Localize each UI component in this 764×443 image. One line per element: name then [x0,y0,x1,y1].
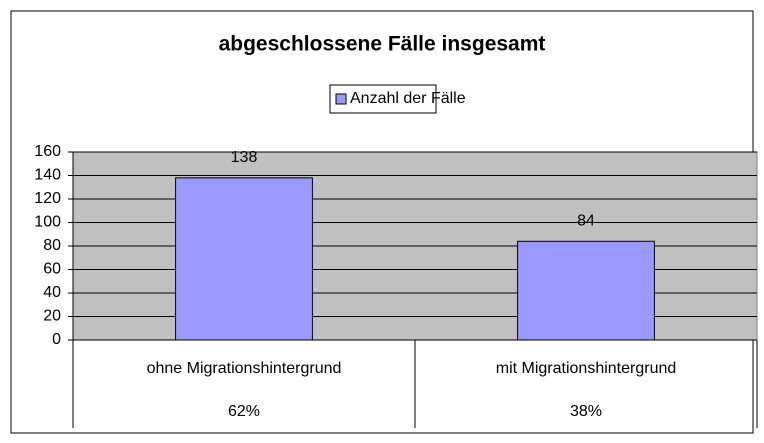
legend-swatch [335,93,347,105]
legend-label: Anzahl der Fälle [350,90,466,107]
bar [517,240,655,341]
data-label: 84 [577,213,595,230]
bar [175,177,313,341]
y-tick-label: 160 [34,143,61,160]
y-tick-label: 100 [34,214,61,231]
y-tick-label: 0 [52,331,61,348]
y-tick-label: 80 [43,237,61,254]
x-tick-label: mit Migrationshintergrund [496,360,677,377]
legend-box [329,84,437,114]
x-tick-label: ohne Migrationshintergrund [147,360,342,377]
y-tick-label: 20 [43,308,61,325]
y-tick-label: 40 [43,284,61,301]
y-tick-label: 60 [43,261,61,278]
share-label: 38% [570,403,602,420]
y-tick-label: 120 [34,190,61,207]
share-label: 62% [228,403,260,420]
y-tick-label: 140 [34,167,61,184]
data-label: 138 [231,149,258,166]
chart-title: abgeschlossene Fälle insgesamt [219,33,546,56]
